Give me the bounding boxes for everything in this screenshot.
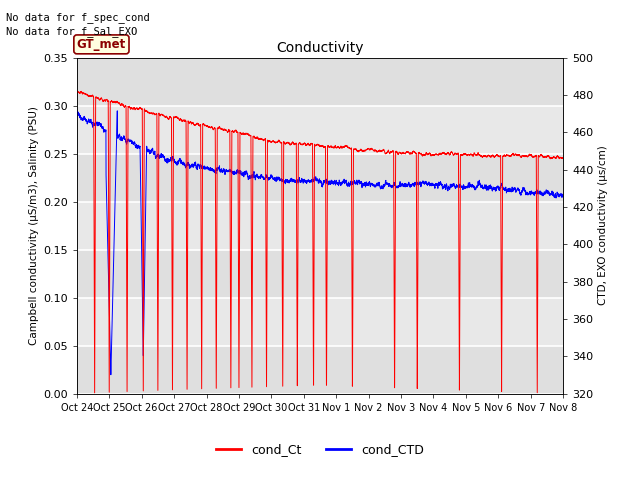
- Y-axis label: CTD, EXO conductivity (µs/cm): CTD, EXO conductivity (µs/cm): [598, 146, 607, 305]
- Bar: [77, 346, 563, 394]
- Y-axis label: Campbell conductivity (µS/m3), Salinity (PSU): Campbell conductivity (µS/m3), Salinity …: [29, 106, 39, 345]
- Text: No data for f_spec_cond: No data for f_spec_cond: [6, 12, 150, 23]
- Bar: [77, 154, 563, 202]
- Bar: [77, 58, 563, 106]
- Text: No data for f_Sal_EXO: No data for f_Sal_EXO: [6, 26, 138, 37]
- Bar: [77, 250, 563, 298]
- Title: Conductivity: Conductivity: [276, 41, 364, 55]
- Text: GT_met: GT_met: [77, 38, 126, 51]
- Legend: cond_Ct, cond_CTD: cond_Ct, cond_CTD: [211, 438, 429, 461]
